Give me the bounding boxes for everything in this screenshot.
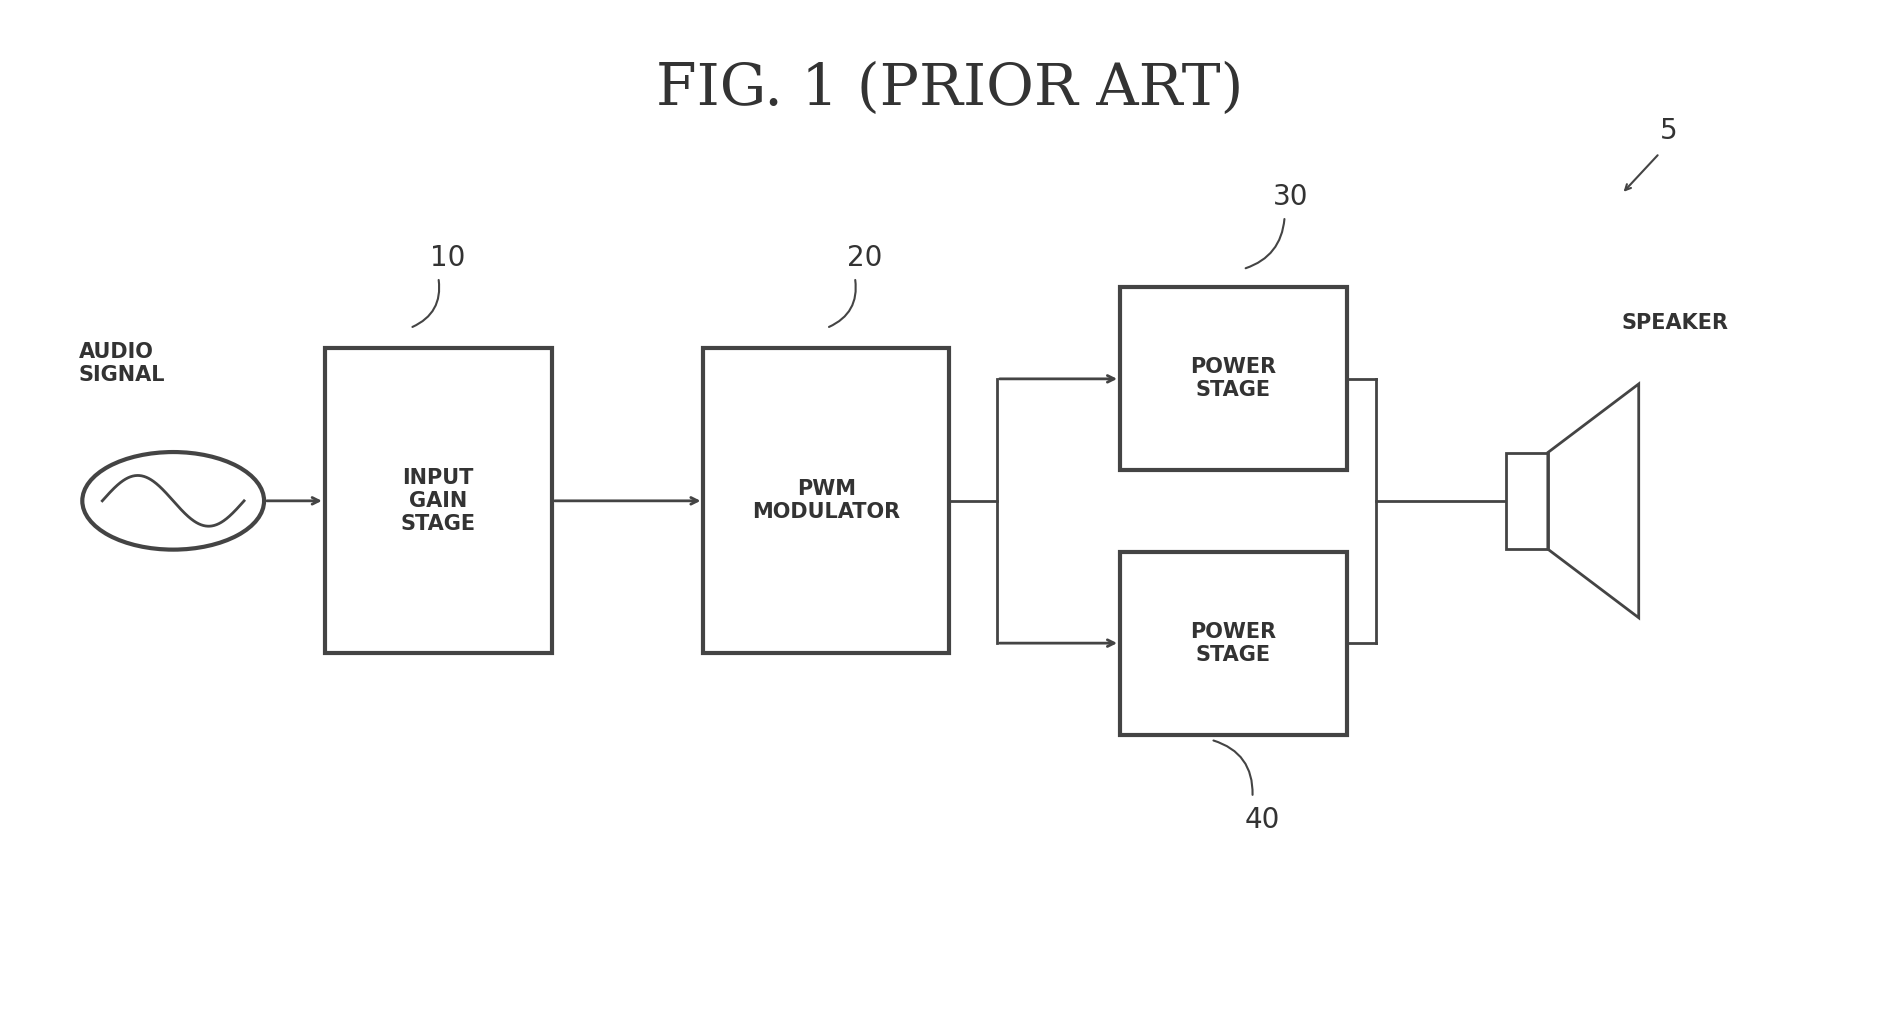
Text: FIG. 1 (PRIOR ART): FIG. 1 (PRIOR ART) <box>655 61 1243 118</box>
Text: 30: 30 <box>1272 183 1308 212</box>
Text: AUDIO
SIGNAL: AUDIO SIGNAL <box>78 342 165 385</box>
Text: PWM
MODULATOR: PWM MODULATOR <box>752 479 900 522</box>
Text: 20: 20 <box>847 244 881 272</box>
Bar <box>1120 552 1346 735</box>
Text: POWER
STAGE: POWER STAGE <box>1190 358 1275 401</box>
Text: 40: 40 <box>1243 805 1279 834</box>
Bar <box>702 349 949 653</box>
Text: POWER
STAGE: POWER STAGE <box>1190 621 1275 664</box>
Bar <box>325 349 552 653</box>
Text: INPUT
GAIN
STAGE: INPUT GAIN STAGE <box>400 468 476 535</box>
Text: SPEAKER: SPEAKER <box>1621 313 1727 333</box>
Text: 10: 10 <box>429 244 465 272</box>
Bar <box>1120 287 1346 470</box>
Text: 5: 5 <box>1659 118 1678 145</box>
Bar <box>1505 453 1547 549</box>
